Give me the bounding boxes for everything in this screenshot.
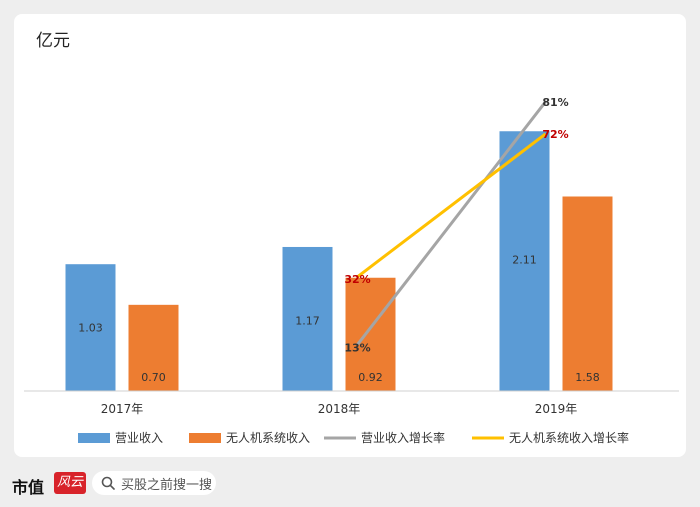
line-label-revenue-growth-2: 81% xyxy=(542,96,568,109)
legend-label-2: 营业收入增长率 xyxy=(361,430,445,445)
line-label-drone-growth-1: 32% xyxy=(344,273,370,286)
legend-swatch-0 xyxy=(78,433,110,443)
x-tick-label-0: 2017年 xyxy=(101,402,144,416)
chart-card: 亿元 1.03 1.17 2.11 0.70 0.92 1.58 13% 81% 32% 72% 2… xyxy=(14,14,686,457)
bar-drone-2 xyxy=(562,196,613,391)
legend-label-3: 无人机系统收入增长率 xyxy=(509,430,629,445)
line-drone-growth xyxy=(356,132,547,278)
search-placeholder: 买股之前搜一搜 xyxy=(121,477,213,493)
legend-label-0: 营业收入 xyxy=(115,431,163,445)
bar-label-revenue-0: 1.03 xyxy=(78,322,103,335)
bar-revenue-2 xyxy=(499,131,550,392)
legend-swatch-1 xyxy=(189,433,221,443)
bar-label-drone-0: 0.70 xyxy=(141,371,166,384)
bar-label-drone-1: 0.92 xyxy=(358,371,383,384)
bar-revenue-1 xyxy=(282,246,333,391)
legend-label-1: 无人机系统收入 xyxy=(226,431,310,445)
y-axis-unit-label: 亿元 xyxy=(36,31,70,51)
line-label-drone-growth-2: 72% xyxy=(542,128,568,141)
bar-revenue-0 xyxy=(65,264,116,391)
search-box[interactable]: 买股之前搜一搜 xyxy=(92,471,216,495)
footer-bar: 市值 风云 买股之前搜一搜 xyxy=(0,460,700,507)
bar-label-drone-2: 1.58 xyxy=(575,371,600,384)
brand-logo: 风云 xyxy=(54,472,86,494)
bar-label-revenue-2: 2.11 xyxy=(512,254,537,267)
bar-label-revenue-1: 1.17 xyxy=(295,315,320,328)
line-label-revenue-growth-1: 13% xyxy=(344,342,370,355)
bar-drone-0 xyxy=(128,304,179,391)
line-revenue-growth xyxy=(356,100,547,346)
x-tick-label-2: 2019年 xyxy=(535,402,578,416)
revenue-chart: 1.03 1.17 2.11 0.70 0.92 1.58 13% 81% 32% 72% 2017… xyxy=(24,96,679,445)
search-icon xyxy=(101,476,115,490)
x-tick-label-1: 2018年 xyxy=(318,402,361,416)
brand-name: 市值 xyxy=(12,478,45,497)
bar-drone-1 xyxy=(345,277,396,391)
